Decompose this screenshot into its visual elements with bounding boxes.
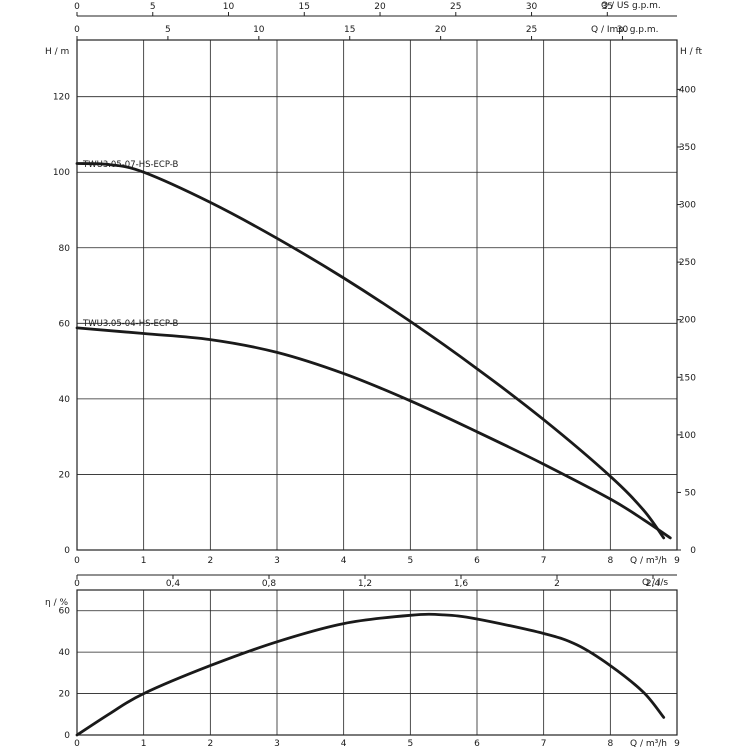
- us-gpm-tick-label: 10: [223, 2, 235, 12]
- flow-m3h-tick-label: 6: [474, 556, 480, 566]
- us-gpm-tick-label: 5: [150, 2, 156, 12]
- head-m-tick-label: 20: [59, 470, 71, 480]
- flow-m3h-tick-label: 8: [607, 556, 613, 566]
- ls-tick-label: 0,8: [262, 579, 277, 589]
- flow-ls-unit-label: Q / l/s: [642, 578, 668, 588]
- ls-tick-label: 1,6: [454, 579, 469, 589]
- axis-unit-labels: Q / US g.p.m. Q / Imp. g.p.m. H / m H / …: [45, 1, 703, 749]
- us-gpm-tick-label: 15: [299, 2, 310, 12]
- head-chart-frame: [76, 39, 678, 551]
- head-ft-tick-label: 250: [679, 258, 696, 268]
- series-label-twu3-05-04: TWU3.05-04-HS-ECP-B: [82, 319, 179, 329]
- efficiency-flow-tick-label: 3: [274, 739, 280, 749]
- head-curve-twu3-05-07: [75, 162, 666, 540]
- series-label-twu3-05-07: TWU3.05-07-HS-ECP-B: [82, 160, 179, 170]
- flow-m3h-tick-label: 3: [274, 556, 280, 566]
- efficiency-flow-tick-label: 7: [541, 739, 547, 749]
- imp-gpm-tick-label: 15: [344, 25, 355, 35]
- efficiency-flow-tick-label: 9: [674, 739, 680, 749]
- imp-gpm-tick-label: 25: [526, 25, 537, 35]
- series-labels: TWU3.05-07-HS-ECP-B TWU3.05-04-HS-ECP-B: [82, 160, 179, 329]
- head-m-tick-label: 80: [59, 244, 71, 254]
- imp-gpm-tick-label: 20: [435, 25, 447, 35]
- imp-gpm-tick-label: 5: [165, 25, 171, 35]
- head-chart: 0 1 2 3 4 5 6 7 8 9020406080100120050100150200250…: [53, 39, 697, 566]
- efficiency-tick-label: 0: [64, 731, 70, 741]
- head-m-tick-label: 120: [53, 93, 70, 103]
- efficiency-flow-tick-label: 5: [407, 739, 413, 749]
- efficiency-flow-tick-label: 4: [341, 739, 347, 749]
- top-flow-scales: 0 5 10 15 20 25 30 35 0 5 10 15 20 25 30: [74, 2, 677, 40]
- ls-tick-label: 0: [74, 579, 80, 589]
- imp-gpm-tick-label: 10: [253, 25, 265, 35]
- efficiency-flow-tick-label: 1: [141, 739, 147, 749]
- ls-tick-label: 1,2: [358, 579, 372, 589]
- head-ft-tick-label: 100: [679, 431, 696, 441]
- head-curve-twu3-05-04: [75, 326, 672, 540]
- litres-per-second-scale: 0 0,4 0,8 1,2 1,6 2 2,4: [74, 574, 677, 589]
- head-ft-tick-label: 0: [690, 546, 696, 556]
- efficiency-flow-tick-label: 2: [207, 739, 213, 749]
- flow-m3h-tick-label: 7: [541, 556, 547, 566]
- us-gpm-unit-label: Q / US g.p.m.: [601, 1, 661, 11]
- head-ft-tick-label: 350: [679, 143, 696, 153]
- head-m-tick-label: 100: [53, 168, 70, 178]
- head-m-tick-label: 40: [59, 395, 71, 405]
- efficiency-curve: [75, 612, 666, 737]
- imp-gpm-unit-label: Q / Imp. g.p.m.: [591, 25, 658, 35]
- efficiency-flow-tick-label: 6: [474, 739, 480, 749]
- ls-tick-label: 2: [554, 579, 560, 589]
- efficiency-unit-label: η / %: [45, 598, 68, 608]
- flow-m3h-tick-label: 0: [74, 556, 80, 566]
- us-gpm-tick-label: 0: [74, 2, 80, 12]
- efficiency-flow-tick-label: 0: [74, 739, 80, 749]
- efficiency-tick-label: 20: [59, 690, 71, 700]
- efficiency-tick-label: 60: [59, 607, 71, 617]
- us-gpm-tick-label: 35: [602, 2, 613, 12]
- head-m-unit-label: H / m: [45, 47, 69, 57]
- efficiency-tick-label: 40: [59, 648, 71, 658]
- flow-m3h-tick-label: 1: [141, 556, 147, 566]
- head-ft-unit-label: H / ft: [680, 47, 703, 57]
- head-m-tick-label: 60: [59, 319, 71, 329]
- efficiency-flow-unit-label: Q / m³/h: [630, 739, 667, 749]
- flow-m3h-tick-label: 4: [341, 556, 347, 566]
- us-gpm-tick-label: 25: [450, 2, 461, 12]
- ls-tick-label: 0,4: [166, 579, 181, 589]
- flow-m3h-tick-label: 9: [674, 556, 680, 566]
- us-gpm-tick-label: 30: [526, 2, 538, 12]
- head-ft-tick-label: 200: [679, 316, 696, 326]
- efficiency-flow-tick-label: 8: [607, 739, 613, 749]
- flow-m3h-unit-label: Q / m³/h: [630, 556, 667, 566]
- efficiency-chart-frame: [76, 589, 678, 736]
- ls-tick-label: 2,4: [646, 579, 661, 589]
- imp-gpm-tick-label: 30: [617, 25, 629, 35]
- head-ft-tick-label: 50: [685, 488, 697, 498]
- flow-m3h-tick-label: 5: [407, 556, 413, 566]
- efficiency-chart: 0 1 2 3 4 5 6 7 8 9 0 20 40 60: [59, 589, 680, 749]
- head-ft-tick-label: 150: [679, 373, 696, 383]
- imp-gpm-tick-label: 0: [74, 25, 80, 35]
- flow-m3h-tick-label: 2: [207, 556, 213, 566]
- head-ft-tick-label: 300: [679, 201, 696, 211]
- us-gpm-tick-label: 20: [374, 2, 386, 12]
- head-m-tick-label: 0: [64, 546, 70, 556]
- head-ft-tick-label: 400: [679, 85, 696, 95]
